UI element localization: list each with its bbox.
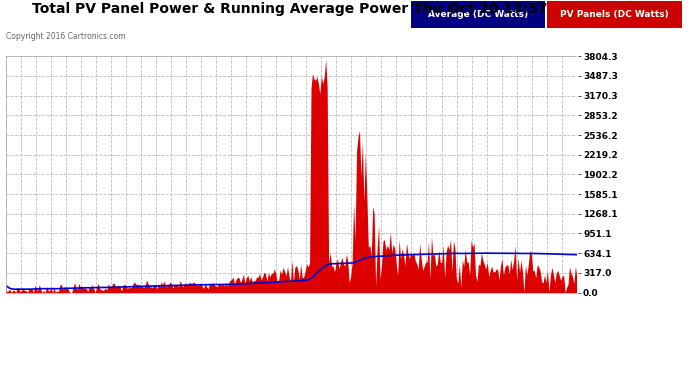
Text: Total PV Panel Power & Running Average Power Thu Oct 20 17:57: Total PV Panel Power & Running Average P… [32,2,548,16]
Text: Average (DC Watts): Average (DC Watts) [428,10,528,19]
Text: PV Panels (DC Watts): PV Panels (DC Watts) [560,10,669,19]
Text: Copyright 2016 Cartronics.com: Copyright 2016 Cartronics.com [6,32,125,41]
